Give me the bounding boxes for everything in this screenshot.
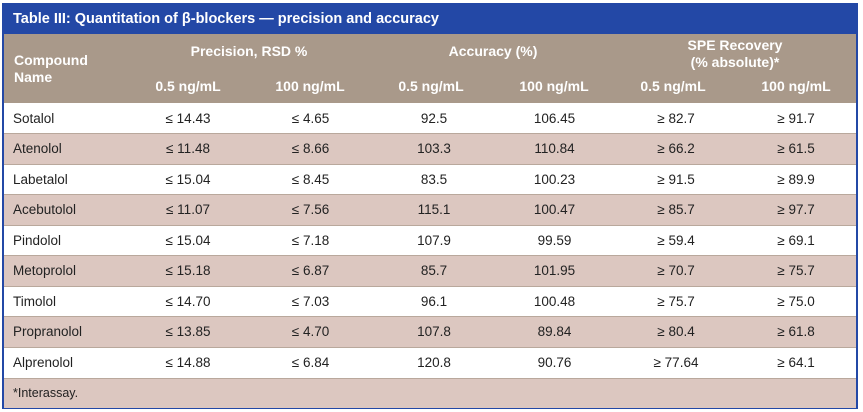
value-cell: ≥ 89.9: [736, 163, 856, 195]
value-cell: 90.76: [493, 346, 616, 378]
footnote: *Interassay.: [4, 377, 856, 408]
value-cell: ≥ 61.8: [736, 316, 856, 347]
value-cell: ≤ 7.56: [246, 194, 375, 225]
value-cell: ≤ 7.03: [246, 285, 375, 317]
value-cell: 107.9: [375, 224, 493, 256]
subheader-spe-low: 0.5 ng/mL: [640, 78, 706, 94]
value-cell: 100.47: [493, 194, 616, 225]
table-row: Atenolol ≤ 11.48 ≤ 8.66 103.3 110.84 ≥ 66.2 ≥ …: [4, 133, 856, 164]
compound-name-cell: Propranolol: [4, 316, 130, 347]
table-row: Timolol ≤ 14.70 ≤ 7.03 96.1 100.48 ≥ 75.7 ≥ 75…: [4, 285, 856, 317]
value-cell: ≤ 6.84: [246, 346, 375, 378]
value-cell: ≥ 61.5: [736, 133, 856, 164]
value-cell: ≥ 64.1: [736, 346, 856, 378]
table-row: Acebutolol ≤ 11.07 ≤ 7.56 115.1 100.47 ≥ 85.7…: [4, 194, 856, 225]
subheader-accuracy-high: 100 ng/mL: [519, 78, 589, 94]
value-cell: 89.84: [493, 316, 616, 347]
header-spe-line2: (% absolute)*: [690, 54, 780, 70]
header-compound-line2: Name: [14, 69, 53, 85]
table-body: Sotalol ≤ 14.43 ≤ 4.65 92.5 106.45 ≥ 82.7 ≥ 91…: [4, 103, 856, 378]
table-title: Table III: Quantitation of β-blockers — …: [4, 5, 856, 34]
subheader-spe-high: 100 ng/mL: [761, 78, 831, 94]
value-cell: 100.23: [493, 163, 616, 195]
value-cell: 85.7: [375, 255, 493, 286]
value-cell: ≥ 75.7: [736, 255, 856, 286]
value-cell: ≥ 91.5: [616, 163, 736, 195]
subheader-accuracy-low: 0.5 ng/mL: [398, 78, 464, 94]
value-cell: ≤ 15.18: [130, 255, 246, 286]
table-row: Metoprolol ≤ 15.18 ≤ 6.87 85.7 101.95 ≥ 70.7 ≥…: [4, 255, 856, 286]
value-cell: ≤ 8.45: [246, 163, 375, 195]
value-cell: 110.84: [493, 133, 616, 164]
compound-name-cell: Labetalol: [4, 163, 130, 195]
compound-name-cell: Pindolol: [4, 224, 130, 256]
value-cell: ≥ 66.2: [616, 133, 736, 164]
value-cell: ≤ 7.18: [246, 224, 375, 256]
value-cell: ≤ 6.87: [246, 255, 375, 286]
table-header: Compound Name Precision, RSD % Accuracy …: [4, 34, 856, 103]
compound-name-cell: Sotalol: [4, 103, 130, 134]
value-cell: ≤ 14.88: [130, 346, 246, 378]
subheader-precision-high: 100 ng/mL: [275, 78, 345, 94]
compound-name-cell: Metoprolol: [4, 255, 130, 286]
value-cell: ≤ 4.65: [246, 103, 375, 134]
value-cell: ≥ 69.1: [736, 224, 856, 256]
header-precision: Precision, RSD %: [190, 43, 308, 59]
value-cell: ≤ 8.66: [246, 133, 375, 164]
subheader-precision-low: 0.5 ng/mL: [155, 78, 221, 94]
value-cell: ≤ 13.85: [130, 316, 246, 347]
value-cell: ≥ 70.7: [616, 255, 736, 286]
value-cell: ≤ 4.70: [246, 316, 375, 347]
table-frame: Table III: Quantitation of β-blockers — …: [2, 3, 858, 409]
table-row: Labetalol ≤ 15.04 ≤ 8.45 83.5 100.23 ≥ 91.5 ≥ …: [4, 163, 856, 195]
value-cell: ≥ 91.7: [736, 103, 856, 134]
value-cell: ≥ 80.4: [616, 316, 736, 347]
value-cell: ≥ 82.7: [616, 103, 736, 134]
data-table: Sotalol ≤ 14.43 ≤ 4.65 92.5 106.45 ≥ 82.7 ≥ 91…: [4, 103, 856, 378]
value-cell: ≤ 15.04: [130, 224, 246, 256]
header-spe-line1: SPE Recovery: [687, 37, 783, 53]
value-cell: ≥ 75.0: [736, 285, 856, 317]
compound-name-cell: Timolol: [4, 285, 130, 317]
header-accuracy: Accuracy (%): [448, 43, 538, 59]
table-row: Pindolol ≤ 15.04 ≤ 7.18 107.9 99.59 ≥ 59.4 ≥ 6…: [4, 224, 856, 256]
compound-name-cell: Atenolol: [4, 133, 130, 164]
value-cell: 99.59: [493, 224, 616, 256]
header-compound-line1: Compound: [14, 52, 88, 68]
value-cell: 115.1: [375, 194, 493, 225]
value-cell: 96.1: [375, 285, 493, 317]
table-row: Alprenolol ≤ 14.88 ≤ 6.84 120.8 90.76 ≥ 77.64…: [4, 346, 856, 378]
value-cell: ≥ 97.7: [736, 194, 856, 225]
value-cell: ≥ 77.64: [616, 346, 736, 378]
value-cell: ≥ 75.7: [616, 285, 736, 317]
value-cell: 107.8: [375, 316, 493, 347]
value-cell: 103.3: [375, 133, 493, 164]
table-row: Propranolol ≤ 13.85 ≤ 4.70 107.8 89.84 ≥ 80.4…: [4, 316, 856, 347]
value-cell: ≤ 14.43: [130, 103, 246, 134]
value-cell: ≤ 15.04: [130, 163, 246, 195]
value-cell: ≤ 11.07: [130, 194, 246, 225]
value-cell: 101.95: [493, 255, 616, 286]
value-cell: ≤ 14.70: [130, 285, 246, 317]
value-cell: 100.48: [493, 285, 616, 317]
value-cell: 83.5: [375, 163, 493, 195]
value-cell: 92.5: [375, 103, 493, 134]
value-cell: 106.45: [493, 103, 616, 134]
value-cell: ≥ 85.7: [616, 194, 736, 225]
compound-name-cell: Alprenolol: [4, 346, 130, 378]
table-row: Sotalol ≤ 14.43 ≤ 4.65 92.5 106.45 ≥ 82.7 ≥ 91…: [4, 103, 856, 134]
value-cell: ≥ 59.4: [616, 224, 736, 256]
value-cell: 120.8: [375, 346, 493, 378]
value-cell: ≤ 11.48: [130, 133, 246, 164]
compound-name-cell: Acebutolol: [4, 194, 130, 225]
